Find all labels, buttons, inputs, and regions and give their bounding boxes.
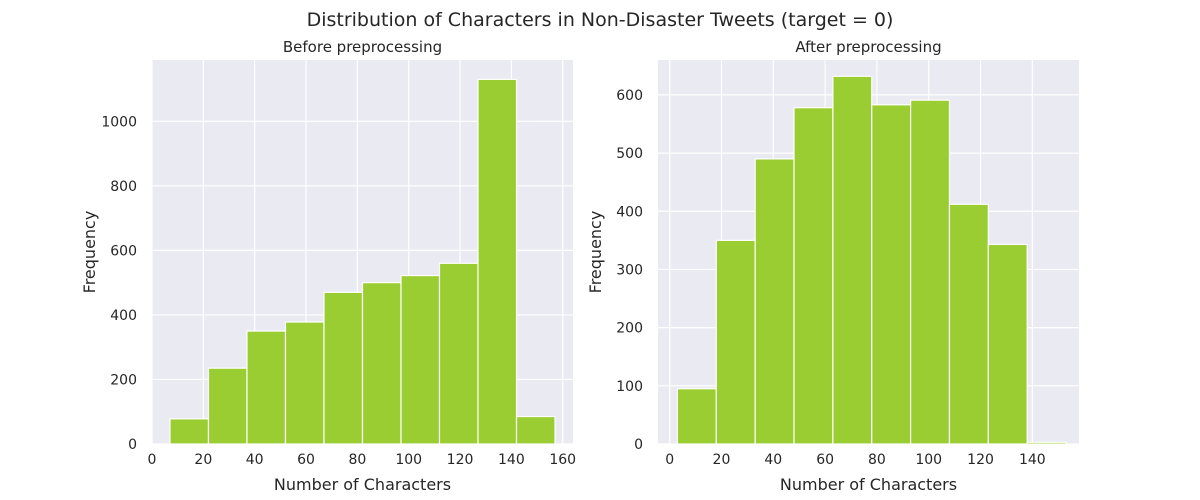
histogram-bar [754,158,795,445]
panel-title: After preprocessing [795,38,941,56]
x-tick-label: 0 [665,452,674,468]
y-tick-label: 300 [616,262,643,278]
x-tick-label: 80 [348,452,366,468]
x-tick-label: 40 [764,452,782,468]
histogram-bar [1026,441,1067,445]
x-axis-title: Number of Characters [274,475,451,494]
histogram-bar [438,262,479,445]
y-tick-label: 600 [616,88,643,104]
histogram-bar [246,330,287,445]
y-axis-title: Frequency [80,211,99,294]
histogram-bar [284,321,325,445]
x-tick-label: 120 [967,452,994,468]
x-tick-label: 100 [915,452,942,468]
histogram-bar [715,239,756,445]
y-tick-label: 400 [616,204,643,220]
x-tick-label: 160 [549,452,576,468]
histogram-bar [948,203,989,445]
histogram-bar [207,367,248,445]
y-tick-label: 0 [634,437,643,453]
x-tick-label: 140 [498,452,525,468]
histogram-bar [832,75,873,445]
histogram-bar [477,78,518,445]
y-tick-label: 100 [616,379,643,395]
y-tick-label: 800 [110,179,137,195]
histogram-bar [871,104,912,445]
histogram-bar [323,291,364,445]
histogram-bar [676,388,717,445]
y-tick-label: 1000 [101,114,137,130]
y-tick-label: 0 [128,437,137,453]
y-tick-label: 200 [110,372,137,388]
x-tick-label: 60 [297,452,315,468]
y-axis-title: Frequency [586,211,605,294]
x-tick-label: 120 [447,452,474,468]
y-tick-label: 400 [110,308,137,324]
histogram-bar [361,282,402,445]
figure-title: Distribution of Characters in Non-Disast… [307,9,894,31]
panel-title: Before preprocessing [283,38,442,56]
histogram-bar [515,415,556,445]
histogram-bar [169,418,210,445]
x-tick-label: 100 [395,452,422,468]
histogram-bar [400,274,441,445]
x-axis-title: Number of Characters [780,475,957,494]
histogram-bar [987,243,1028,445]
y-tick-label: 200 [616,321,643,337]
x-tick-label: 60 [816,452,834,468]
x-tick-label: 80 [868,452,886,468]
y-tick-label: 600 [110,243,137,259]
x-tick-label: 140 [1019,452,1046,468]
x-tick-label: 0 [148,452,157,468]
x-tick-label: 20 [713,452,731,468]
x-tick-label: 40 [246,452,264,468]
histogram-bar [793,107,834,445]
x-tick-label: 20 [194,452,212,468]
y-tick-label: 500 [616,146,643,162]
histogram-bar [909,99,951,445]
